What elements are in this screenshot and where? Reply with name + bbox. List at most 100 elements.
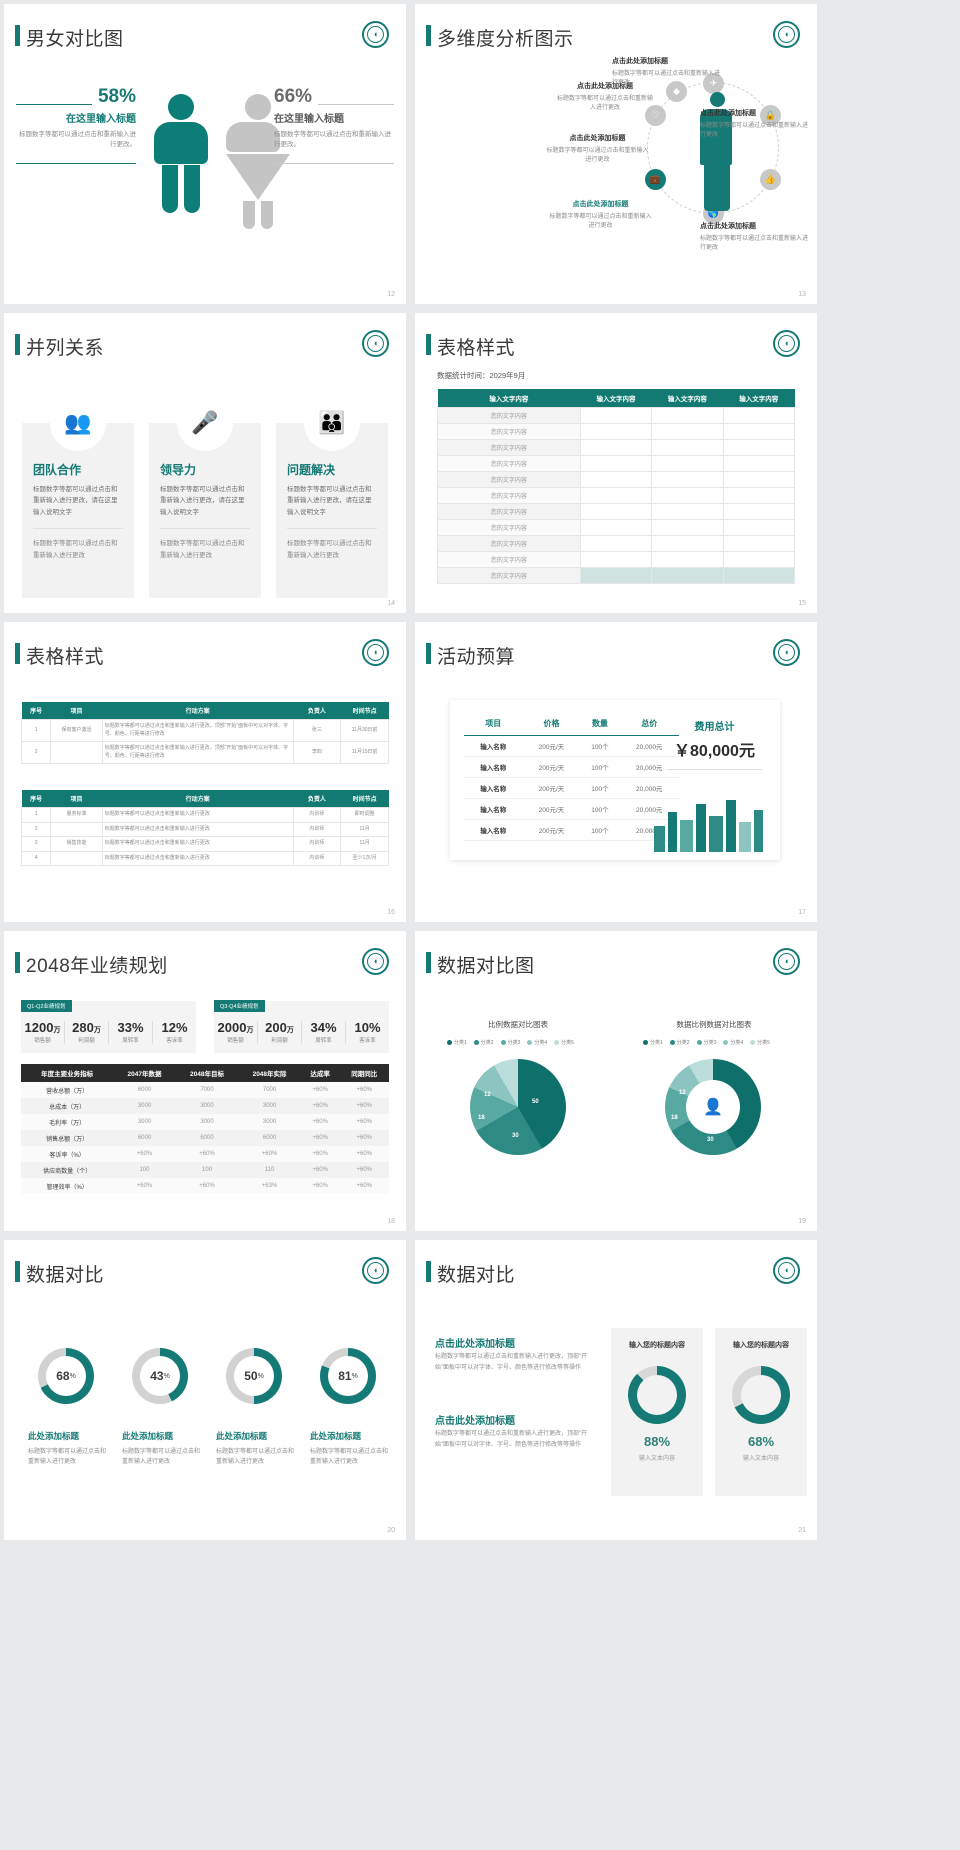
table-row[interactable]: 1 保有客户激活 标题数字等都可以通过点击和重新输入进行更改，顶部“开始”面板中可以… bbox=[20, 719, 389, 742]
page-title: 数据对比 bbox=[26, 1265, 105, 1286]
kpi-unit: 万 bbox=[53, 1026, 61, 1034]
row-label: 您的文字内容 bbox=[437, 455, 581, 472]
slide-12[interactable]: 男女对比图 ◖ 58% 在这里输入标题 标题数字等都可以通过点击和重新输入进行更… bbox=[4, 4, 406, 304]
card-1-body2: 标题数字等都可以通过点击和重新输入进行更改 bbox=[33, 540, 118, 559]
caption-1-heading: 点击此处添加标题 bbox=[577, 83, 633, 90]
table-row[interactable]: 客诉率（%） +60% +60% +60% +60% +60% bbox=[21, 1146, 389, 1162]
slide-17[interactable]: 活动预算 ◖ 项目 价格 数量 总价 输入名称 200元/天 100个 20,000元 输入名称… bbox=[415, 622, 817, 922]
page-number: 18 bbox=[387, 1218, 395, 1225]
table-row[interactable]: 供应商数量（个） 100 100 110 +60% +60% bbox=[21, 1162, 389, 1178]
col-header-3: 2048年实际 bbox=[238, 1064, 301, 1082]
table-row[interactable]: 输入名称 200元/天 100个 20,000元 bbox=[464, 798, 679, 820]
card-problem-solving[interactable]: 👪 问题解决 标题数字等都可以通过点击和重新输入进行更改，请在这里输入说明文字 … bbox=[276, 395, 388, 598]
kpi-unit: 万 bbox=[93, 1026, 101, 1034]
team-star-icon: 👥 bbox=[50, 395, 106, 451]
rocket-icon[interactable]: ✈ bbox=[703, 73, 724, 94]
table-row[interactable]: 1 服务标准 标题数字等都可以通过点击和重新输入进行更改 内训师 即时调整 bbox=[20, 807, 389, 823]
slide-16[interactable]: 表格样式 ◖ 序号 项目 行动方案 负责人 时间节点 1 保有客户激活 标题数字等都可以通过点… bbox=[4, 622, 406, 922]
cell: 毛利率（万） bbox=[21, 1114, 114, 1130]
card-leadership[interactable]: 🎤 领导力 标题数字等都可以通过点击和重新输入进行更改，请在这里输入说明文字 标… bbox=[149, 395, 261, 598]
cell: 200元/天 bbox=[522, 798, 581, 820]
table-row[interactable]: 您的文字内容 bbox=[437, 567, 796, 584]
table-row[interactable]: 您的文字内容 bbox=[437, 407, 796, 424]
card-2-body2: 标题数字等都可以通过点击和重新输入进行更改 bbox=[160, 540, 245, 559]
title-accent-bar bbox=[15, 334, 20, 355]
heart-icon[interactable]: ♡ bbox=[645, 105, 666, 126]
table-row[interactable]: 您的文字内容 bbox=[437, 487, 796, 504]
cell: +60% bbox=[339, 1114, 389, 1130]
table-row[interactable]: 3 销售技能 标题数字等都可以通过点击和重新输入进行更改 内训师 11月 bbox=[20, 836, 389, 852]
cell bbox=[651, 567, 724, 584]
card-2-divider bbox=[160, 528, 250, 530]
table-row[interactable]: 您的文字内容 bbox=[437, 519, 796, 536]
cell bbox=[651, 487, 724, 504]
kpi-item: 280万 利润额 bbox=[65, 1020, 109, 1044]
action-plan-table-2[interactable]: 序号 项目 行动方案 负责人 时间节点 1 服务标准 标题数字等都可以通过点击和重新输入进行更… bbox=[20, 790, 389, 866]
legend-item: 分类4 bbox=[723, 1039, 743, 1046]
table-row[interactable]: 您的文字内容 bbox=[437, 551, 796, 568]
ring-value-3: 50% bbox=[234, 1356, 274, 1396]
data-table[interactable]: 输入文字内容 输入文字内容 输入文字内容 输入文字内容 您的文字内容 您的文字内容 您… bbox=[437, 389, 796, 584]
lock-icon[interactable]: 🔒 bbox=[760, 105, 781, 126]
table-row[interactable]: 您的文字内容 bbox=[437, 503, 796, 520]
donut-chart-2[interactable]: 👤 50 30 18 12 bbox=[665, 1059, 761, 1155]
diamond-icon[interactable]: ◆ bbox=[666, 81, 687, 102]
ring-title-1: 此处添加标题 bbox=[28, 1431, 80, 1441]
table-row[interactable]: 您的文字内容 bbox=[437, 439, 796, 456]
caption-6-heading: 点击此处添加标题 bbox=[700, 223, 756, 230]
cell: 7000 bbox=[238, 1082, 301, 1098]
annual-metrics-table[interactable]: 年度主要业务指标 2047年数据 2048年目标 2048年实际 达成率 同期同比 营收总额… bbox=[21, 1064, 389, 1194]
kpi-group-q1q2: Q1-Q2业绩规划 1200万 销售额 280万 利润额 33% 周转率 12% 客诉率 bbox=[21, 1000, 196, 1053]
table-row[interactable]: 2 标题数字等都可以通过点击和重新输入进行更改 内训师 11月 bbox=[20, 821, 389, 837]
cell-plan: 标题数字等都可以通过点击和重新输入进行更改，顶部“开始”面板中可以对字体、字号、… bbox=[101, 719, 294, 742]
table-row[interactable]: 输入名称 200元/天 100个 20,000元 bbox=[464, 777, 679, 799]
cell: 200元/天 bbox=[522, 819, 581, 841]
kpi-row: 2000万 销售额 200万 利润额 34% 周转率 10% 客诉率 bbox=[214, 1001, 389, 1053]
cell: 供应商数量（个） bbox=[21, 1162, 114, 1178]
col-header-2: 2048年目标 bbox=[175, 1064, 239, 1082]
table-row[interactable]: 销售总额（万） 6000 6000 6000 +60% +60% bbox=[21, 1130, 389, 1146]
cell-owner: 内训师 bbox=[292, 821, 342, 837]
thumbs-up-icon[interactable]: 👍 bbox=[760, 169, 781, 190]
ring-gauge-2: 43% bbox=[132, 1348, 188, 1404]
table-row[interactable]: 您的文字内容 bbox=[437, 535, 796, 552]
stat-card-1[interactable]: 输入您的标题内容 88% 输入文本内容 bbox=[611, 1328, 703, 1496]
cell-plan: 标题数字等都可以通过点击和重新输入进行更改 bbox=[101, 836, 294, 852]
gender-compare: 58% 在这里输入标题 标题数字等都可以通过点击和重新输入进行更改。 66% 在… bbox=[4, 86, 406, 249]
kpi-item: 12% 客诉率 bbox=[153, 1021, 196, 1044]
col-header-1: 项目 bbox=[50, 702, 103, 720]
col-header-3: 总价 bbox=[619, 714, 679, 736]
cell: +60% bbox=[113, 1146, 176, 1162]
table-row[interactable]: 输入名称 200元/天 100个 20,000元 bbox=[464, 756, 679, 778]
slide-21[interactable]: 数据对比 ◖ 点击此处添加标题 标题数字等都可以通过点击和重新输入进行更改，顶部… bbox=[415, 1240, 817, 1540]
cell: +60% bbox=[339, 1130, 389, 1146]
table-row[interactable]: 毛利率（万） 3000 3000 3000 +60% +60% bbox=[21, 1114, 389, 1130]
table-row[interactable]: 您的文字内容 bbox=[437, 423, 796, 440]
city-skyline-icon bbox=[648, 788, 768, 852]
row-label: 您的文字内容 bbox=[437, 567, 581, 584]
row-label: 您的文字内容 bbox=[437, 519, 581, 536]
pie-chart-1[interactable]: 50 30 18 12 bbox=[470, 1059, 566, 1155]
action-plan-table-1[interactable]: 序号 项目 行动方案 负责人 时间节点 1 保有客户激活 标题数字等都可以通过点击和重新输入进… bbox=[20, 702, 389, 764]
slide-19[interactable]: 数据对比图 ◖ 比例数据对比图表 分类1 分类2 分类3 分类4 分类5 50 30 1… bbox=[415, 931, 817, 1231]
slide-14[interactable]: 并列关系 ◖ 👥 团队合作 标题数字等都可以通过点击和重新输入进行更改，请在这里… bbox=[4, 313, 406, 613]
cell: 100 bbox=[175, 1162, 239, 1178]
table-row[interactable]: 管理效率（%） +60% +60% +63% +60% +60% bbox=[21, 1178, 389, 1194]
stat-card-2[interactable]: 输入您的标题内容 68% 输入文本内容 bbox=[715, 1328, 807, 1496]
budget-table[interactable]: 项目 价格 数量 总价 输入名称 200元/天 100个 20,000元 输入名称 200元/天 1… bbox=[464, 714, 679, 841]
slide-13[interactable]: 多维度分析图示 ◖ ✈ 🔒 👍 🌎 💼 ♡ ◆ 点击此处添加标题 标题数字等都可… bbox=[415, 4, 817, 304]
table-row[interactable]: 总成本（万） 3000 3000 3000 +60% +60% bbox=[21, 1098, 389, 1114]
slide-20[interactable]: 数据对比 ◖ 68% 此处添加标题 标题数字等都可以通过点击和重新输入进行更改 43%… bbox=[4, 1240, 406, 1540]
table-row[interactable]: 您的文字内容 bbox=[437, 455, 796, 472]
table-row[interactable]: 输入名称 200元/天 100个 20,000元 bbox=[464, 735, 679, 757]
table-row[interactable]: 4 标题数字等都可以通过点击和重新输入进行更改 内训师 至少1次/月 bbox=[20, 850, 389, 866]
slide-18[interactable]: 2048年业绩规划 ◖ Q1-Q2业绩规划 1200万 销售额 280万 利润额 33%… bbox=[4, 931, 406, 1231]
table-row[interactable]: 您的文字内容 bbox=[437, 471, 796, 488]
card-teamwork[interactable]: 👥 团队合作 标题数字等都可以通过点击和重新输入进行更改，请在这里输入说明文字 … bbox=[22, 395, 134, 598]
slide-15[interactable]: 表格样式 ◖ 数据统计时间：2029年9月 输入文字内容 输入文字内容 输入文字内容… bbox=[415, 313, 817, 613]
cell: 100 bbox=[113, 1162, 176, 1178]
table-row[interactable]: 营收总额（万） 6000 7000 7000 +60% +60% bbox=[21, 1082, 389, 1098]
briefcase-icon[interactable]: 💼 bbox=[645, 169, 666, 190]
table-row[interactable]: 输入名称 200元/天 100个 20,000元 bbox=[464, 819, 679, 841]
table-row[interactable]: 2 标题数字等都可以通过点击和重新输入进行更改，顶部“开始”面板中可以对字体、字号… bbox=[20, 741, 389, 764]
